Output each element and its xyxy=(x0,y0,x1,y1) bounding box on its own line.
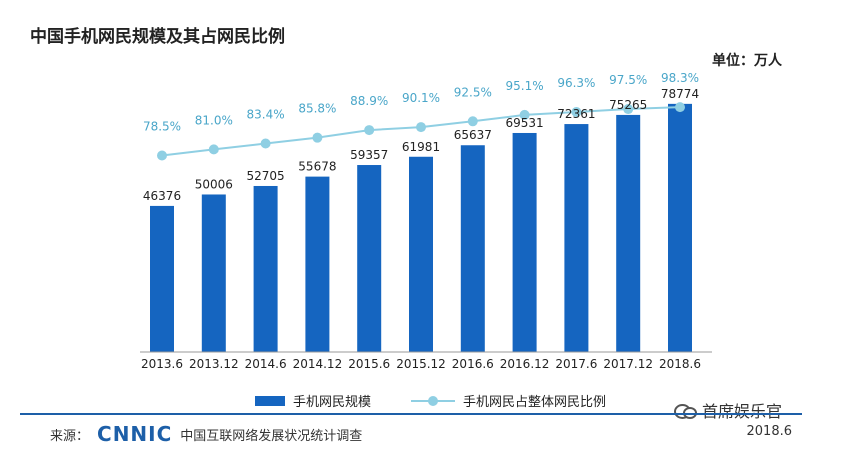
share-point-2016.6 xyxy=(467,116,478,127)
legend-item-line: 手机网民占整体网民比例 xyxy=(411,391,606,410)
bar-2014.12 xyxy=(305,176,330,352)
share-value-label: 83.4% xyxy=(247,108,285,122)
x-tick-label: 2017.6 xyxy=(555,357,597,371)
chart-title: 中国手机网民规模及其占网民比例 xyxy=(30,27,285,47)
x-tick-label: 2015.12 xyxy=(396,357,446,371)
x-tick-label: 2016.12 xyxy=(500,357,550,371)
share-value-label: 78.5% xyxy=(143,120,181,134)
bar-2015.6 xyxy=(357,165,382,352)
bar-value-label: 50006 xyxy=(195,177,233,191)
bar-2017.12 xyxy=(616,114,641,352)
x-tick-label: 2014.12 xyxy=(293,357,343,371)
bar-value-label: 61981 xyxy=(402,140,440,154)
legend: 手机网民规模 手机网民占整体网民比例 xyxy=(255,391,606,410)
footer-divider xyxy=(20,413,802,415)
bar-value-label: 59357 xyxy=(350,148,388,162)
bars-group xyxy=(150,103,692,352)
bar-2014.6 xyxy=(253,185,278,352)
line-group xyxy=(157,102,685,161)
share-point-2013.6 xyxy=(157,150,167,161)
x-tick-label: 2013.6 xyxy=(141,357,183,371)
legend-item-bar: 手机网民规模 xyxy=(255,391,371,410)
bar-value-label: 75265 xyxy=(609,98,647,112)
share-point-2015.12 xyxy=(416,122,426,133)
legend-line-swatch xyxy=(411,395,456,406)
bar-2017.6 xyxy=(564,124,589,352)
bar-2013.12 xyxy=(201,194,226,352)
share-value-label: 97.5% xyxy=(609,73,647,87)
share-value-label: 81.0% xyxy=(195,113,233,127)
bar-2018.6 xyxy=(668,103,692,352)
x-tick-label: 2015.6 xyxy=(348,357,390,371)
bar-value-label: 46376 xyxy=(143,189,181,203)
footer-source-prefix: 来源： xyxy=(50,428,90,444)
bar-value-label: 69531 xyxy=(506,116,544,130)
share-point-2014.6 xyxy=(260,138,271,149)
footer-date: 2018.6 xyxy=(746,424,793,439)
bar-value-label: 78774 xyxy=(661,87,699,101)
bar-2016.6 xyxy=(460,145,485,352)
wechat-icon xyxy=(673,402,697,419)
x-tick-label: 2016.6 xyxy=(452,357,494,371)
cnnic-logo: CNNIC xyxy=(97,422,173,446)
bar-value-label: 55678 xyxy=(298,160,336,174)
bar-2016.12 xyxy=(512,132,537,352)
share-point-2016.12 xyxy=(519,109,530,120)
legend-bar-label: 手机网民规模 xyxy=(293,395,372,410)
share-value-label: 96.3% xyxy=(557,76,595,90)
share-value-label: 90.1% xyxy=(402,91,440,105)
legend-line-label: 手机网民占整体网民比例 xyxy=(463,395,607,410)
share-point-2015.6 xyxy=(364,125,375,136)
x-tick-label: 2017.12 xyxy=(603,357,653,371)
bar-2015.12 xyxy=(409,156,433,352)
bar-2013.6 xyxy=(150,205,174,352)
share-point-2014.12 xyxy=(312,132,323,143)
share-point-2013.12 xyxy=(208,144,219,155)
share-value-label: 92.5% xyxy=(454,85,492,99)
bar-value-label: 72361 xyxy=(557,107,595,121)
unit-label: 单位：万人 xyxy=(712,53,782,69)
share-value-label: 98.3% xyxy=(661,71,699,85)
share-point-2017.6 xyxy=(571,106,582,117)
bar-value-label: 65637 xyxy=(454,128,492,142)
x-tick-label: 2018.6 xyxy=(659,357,701,371)
share-value-label: 95.1% xyxy=(506,79,544,93)
share-value-label: 88.9% xyxy=(350,94,388,108)
legend-bar-swatch xyxy=(255,395,285,406)
watermark-text: 首席娱乐官 xyxy=(701,402,782,421)
labels-group: 46376 2013.6 50006 2013.12 52705 2014.6 55678 2… xyxy=(141,71,701,371)
watermark: 首席娱乐官 xyxy=(673,398,782,422)
share-point-2018.6 xyxy=(675,102,685,113)
bar-value-label: 52705 xyxy=(247,169,285,183)
footer-org-name: 中国互联网络发展状况统计调查 xyxy=(180,428,363,444)
share-value-label: 85.8% xyxy=(298,102,336,116)
x-tick-label: 2014.6 xyxy=(245,357,287,371)
footer: 来源： CNNIC 中国互联网络发展状况统计调查 xyxy=(50,422,362,446)
share-point-2017.12 xyxy=(623,104,634,115)
x-tick-label: 2013.12 xyxy=(189,357,239,371)
